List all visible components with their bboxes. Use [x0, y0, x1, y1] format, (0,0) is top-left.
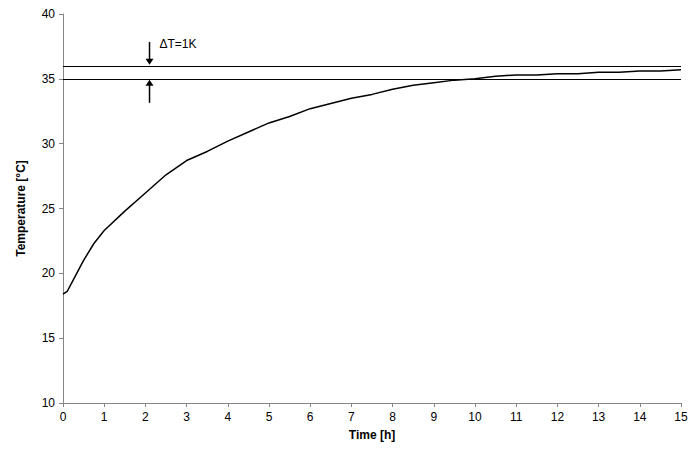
- svg-text:5: 5: [266, 410, 273, 424]
- svg-text:4: 4: [224, 410, 231, 424]
- svg-text:9: 9: [430, 410, 437, 424]
- svg-text:Temperature [°C]: Temperature [°C]: [14, 160, 28, 257]
- svg-text:25: 25: [42, 202, 56, 216]
- svg-text:8: 8: [389, 410, 396, 424]
- svg-text:3: 3: [183, 410, 190, 424]
- svg-text:1: 1: [101, 410, 108, 424]
- svg-text:2: 2: [142, 410, 149, 424]
- svg-text:10: 10: [42, 396, 56, 410]
- svg-text:13: 13: [592, 410, 606, 424]
- svg-text:40: 40: [42, 7, 56, 21]
- svg-text:11: 11: [510, 410, 523, 424]
- svg-text:20: 20: [42, 266, 56, 280]
- svg-text:12: 12: [551, 410, 565, 424]
- svg-text:35: 35: [42, 72, 56, 86]
- svg-text:Time [h]: Time [h]: [349, 428, 395, 442]
- svg-text:15: 15: [42, 331, 56, 345]
- svg-text:0: 0: [60, 410, 67, 424]
- svg-text:30: 30: [42, 137, 56, 151]
- svg-text:7: 7: [348, 410, 355, 424]
- svg-text:ΔT=1K: ΔT=1K: [160, 37, 197, 51]
- svg-text:10: 10: [468, 410, 482, 424]
- svg-text:14: 14: [633, 410, 647, 424]
- svg-text:15: 15: [674, 410, 688, 424]
- svg-text:6: 6: [307, 410, 314, 424]
